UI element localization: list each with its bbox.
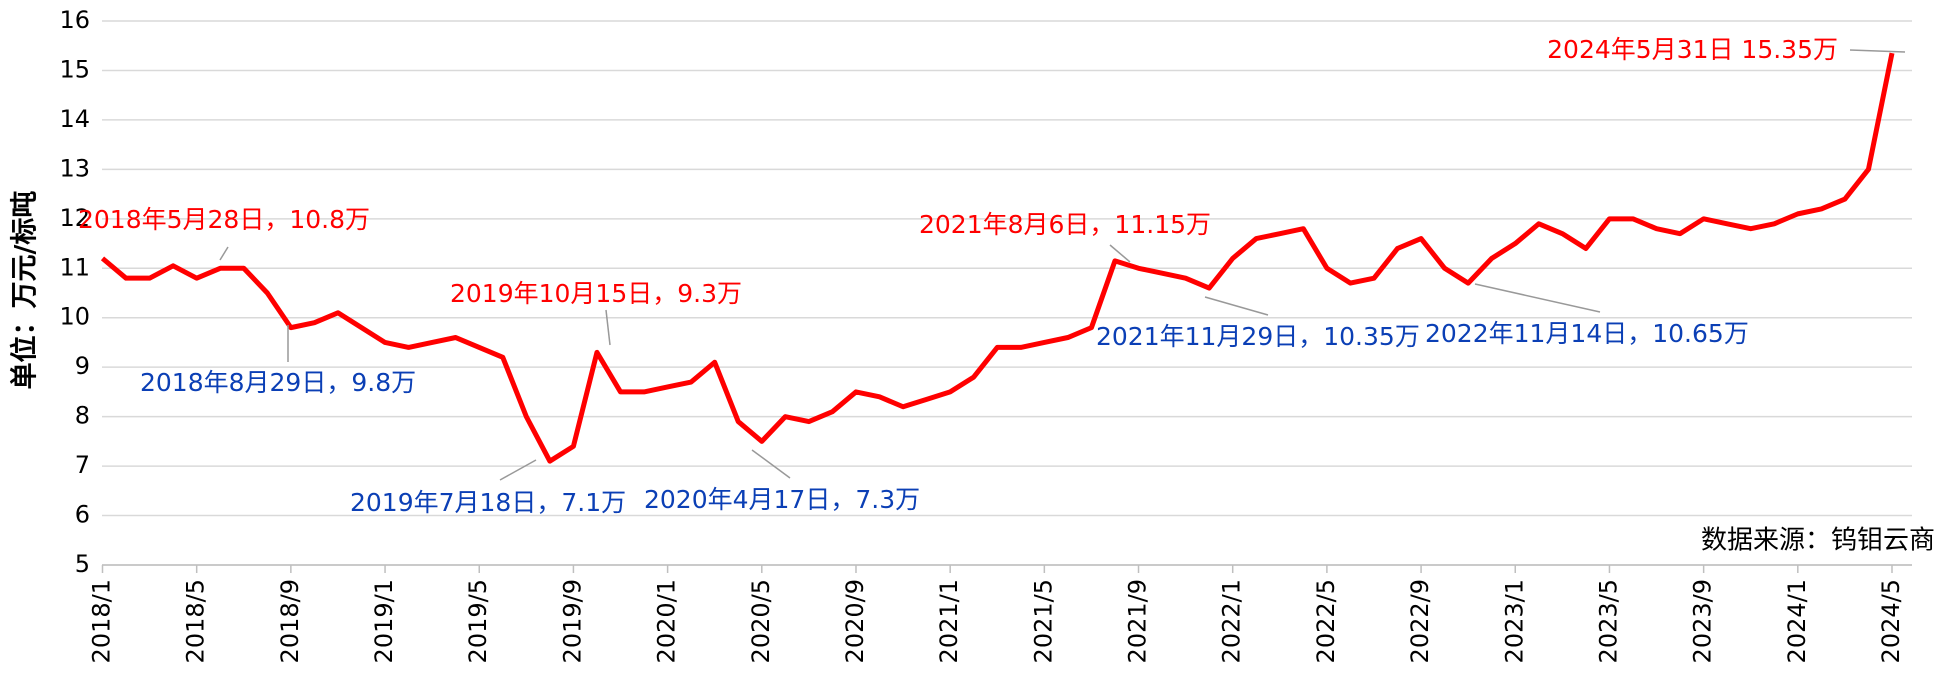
x-tick-label: 2022/1 — [1218, 579, 1246, 663]
annotation: 2019年7月18日，7.1万 — [350, 488, 626, 517]
annotation: 2024年5月31日 15.35万 — [1547, 35, 1838, 64]
annotation-leader — [1849, 49, 1906, 53]
x-tick-label: 2023/1 — [1500, 579, 1528, 663]
annotation-leader — [1474, 283, 1601, 313]
annotation-leader — [219, 246, 229, 261]
y-tick-label: 6 — [75, 501, 90, 529]
annotation-leader — [1109, 244, 1131, 263]
y-tick-label: 8 — [75, 402, 90, 430]
y-tick-label: 16 — [59, 6, 90, 34]
x-tick-label: 2024/5 — [1877, 579, 1905, 663]
annotation: 2018年5月28日，10.8万 — [78, 205, 370, 234]
y-tick-label: 15 — [59, 55, 90, 83]
y-tick-label: 5 — [75, 550, 90, 578]
x-tick-label: 2020/9 — [841, 579, 869, 663]
x-tick-label: 2018/5 — [182, 579, 210, 663]
x-tick-label: 2022/5 — [1312, 579, 1340, 663]
annotation: 2020年4月17日，7.3万 — [644, 485, 920, 514]
x-tick-label: 2020/1 — [653, 579, 681, 663]
annotation-leader — [1204, 296, 1269, 316]
x-tick-label: 2023/9 — [1689, 579, 1717, 663]
annotation: 2021年11月29日，10.35万 — [1096, 322, 1420, 351]
annotation: 2018年8月29日，9.8万 — [140, 368, 416, 397]
x-tick-label: 2024/1 — [1783, 579, 1811, 663]
x-tick-label: 2023/5 — [1594, 579, 1622, 663]
annotation: 2021年8月6日，11.15万 — [919, 210, 1211, 239]
x-tick-label: 2019/9 — [558, 579, 586, 663]
y-tick-label: 13 — [59, 154, 90, 182]
annotation-leader — [751, 449, 791, 479]
annotation-leader — [499, 459, 537, 481]
y-tick-label: 9 — [75, 352, 90, 380]
x-tick-label: 2021/1 — [935, 579, 963, 663]
y-tick-label: 14 — [59, 105, 90, 133]
annotation-leader — [605, 309, 611, 346]
y-tick-label: 7 — [75, 451, 90, 479]
annotation: 2019年10月15日，9.3万 — [450, 279, 742, 308]
source: 数据来源：钨钼云商 — [1701, 526, 1935, 556]
x-tick-label: 2018/1 — [88, 579, 116, 663]
y-tick-label: 12 — [59, 204, 90, 232]
y-tick-label: 10 — [59, 303, 90, 331]
x-tick-label: 2021/5 — [1029, 579, 1057, 663]
line-series — [100, 52, 1895, 464]
x-tick-label: 2019/1 — [370, 579, 398, 663]
y-axis-label: 单位：万元/标吨 — [9, 191, 41, 390]
x-tick-label: 2022/9 — [1406, 579, 1434, 663]
x-tick-label: 2020/5 — [747, 579, 775, 663]
x-tick-label: 2019/5 — [464, 579, 492, 663]
x-tick-label: 2021/9 — [1124, 579, 1152, 663]
annotation: 2022年11月14日，10.65万 — [1425, 319, 1749, 348]
y-tick-label: 11 — [59, 253, 90, 281]
x-tick-label: 2018/9 — [276, 579, 304, 663]
